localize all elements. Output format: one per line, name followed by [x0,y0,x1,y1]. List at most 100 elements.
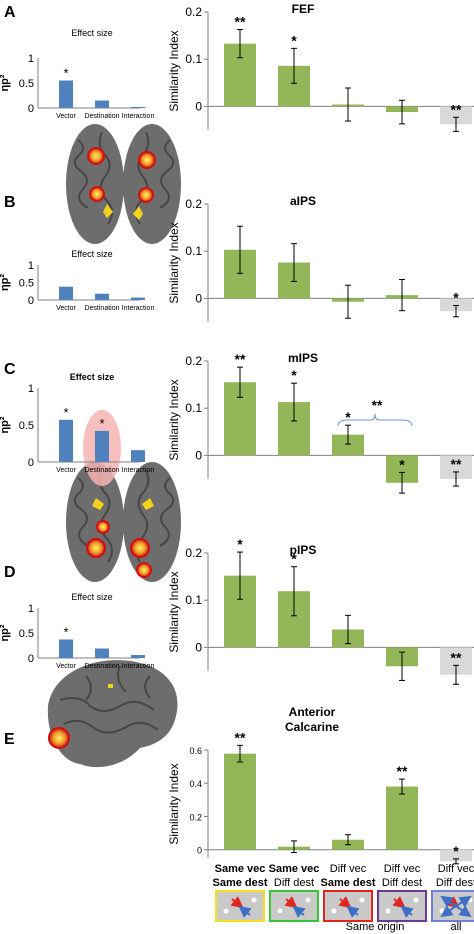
significance-marker: * [453,289,459,305]
comparison-bracket [337,413,413,427]
blue-arrow-icon [440,905,457,918]
y-tick-label: 1 [28,53,34,65]
y-tick-label: 0.6 [189,746,202,756]
bar [59,419,73,462]
y-axis-label: Similarity Index [167,763,181,844]
bar [440,298,472,312]
y-tick-label: 0 [195,448,202,462]
significance-marker: * [291,367,297,383]
chart-panel-e: 0 0.2 0.4 0.6 Similarity Index AnteriorCalcar… [167,705,474,865]
y-tick-label: 0.5 [19,278,34,290]
y-tick-label: 0.1 [185,401,202,415]
chart-title: Calcarine [285,720,339,734]
legend-label-line2: Same dest [212,877,267,889]
effect-size-chart-a: 0 0.5 1 ηp² Effect size * Vector Destination Int… [0,28,154,120]
bar [131,655,145,658]
red-arrow-icon [230,896,244,909]
legend-label-line1: Diff vec [438,863,474,875]
chart-title: mIPS [288,351,318,365]
significance-marker: ** [235,729,246,745]
target-dot-icon [251,897,257,903]
y-axis-label: ηp² [0,274,11,291]
panel-label-b: B [4,194,16,211]
x-tick-label: Destination [84,113,119,120]
target-dot-icon [359,897,365,903]
significance-marker: * [63,625,68,640]
significance-marker: ** [451,649,462,665]
legend-label-line2: Diff dest [274,877,314,889]
y-axis-label: ηp² [0,624,11,641]
y-tick-label: 0 [28,295,34,307]
target-dot-icon [223,908,229,914]
blue-arrow-icon [400,905,414,918]
y-axis-label: Similarity Index [167,571,181,652]
x-tick-label: Destination [84,467,119,474]
target-dot-icon [439,908,445,914]
significance-marker: * [453,843,459,859]
y-tick-label: 0.2 [185,546,202,560]
legend-label-line2: Diff dest [382,877,422,889]
x-tick-label: Vector [56,113,77,120]
x-tick-label: Interaction [122,467,155,474]
legend-label-line1: Diff vec [330,863,367,875]
y-tick-label: 1 [28,383,34,395]
blue-arrow-icon [455,895,472,908]
significance-marker: * [399,456,405,472]
chart-title: Anterior [289,705,336,719]
significance-marker: ** [235,351,246,367]
chart-title: FEF [292,2,315,16]
y-tick-label: 1 [28,603,34,615]
brain-dorsal-icon-2 [66,462,181,582]
significance-marker: ** [397,763,408,779]
panel-label-c: C [4,361,16,378]
legend-label-line1: Same vec [269,863,320,875]
x-tick-label: Interaction [122,113,155,120]
y-tick-label: 0 [195,291,202,305]
legend-label-line2: Diff dest [436,877,474,889]
y-tick-label: 0.4 [189,779,202,789]
red-arrow-icon [392,896,406,909]
effect-size-title: Effect size [71,249,112,259]
bar [95,100,109,108]
bar [95,293,109,300]
panel-label-a: A [4,4,16,21]
blue-arrow-icon [346,905,360,918]
condition-legend-1: Same vec Same dest [212,863,268,922]
significance-marker: * [291,551,297,567]
y-tick-label: 0.2 [189,812,202,822]
blue-arrow-icon [455,905,472,918]
significance-marker: * [237,536,243,552]
bar [95,430,109,462]
y-tick-label: 0.2 [185,197,202,211]
chart-title: aIPS [290,194,316,208]
y-tick-label: 0.5 [19,420,34,432]
significance-marker: * [291,32,297,48]
significance-marker: * [63,66,68,81]
y-tick-label: 0 [197,846,202,856]
brain-dorsal-icon-1 [66,124,181,244]
y-tick-label: 0.5 [19,628,34,640]
effect-size-chart-b: 0 0.5 1 ηp² Effect size Vector Destination Inte… [0,249,154,312]
y-tick-label: 0.1 [185,52,202,66]
red-arrow-icon [338,896,352,909]
red-arrow-icon [284,896,298,909]
condition-legend-5: Diff vec Diff dest [431,863,474,922]
condition-legend-2: Same vec Diff dest [269,863,320,922]
significance-marker: ** [451,456,462,472]
legend-label-line1: Same vec [215,863,266,875]
y-tick-label: 0 [28,103,34,115]
x-tick-label: Vector [56,663,77,670]
bar [131,450,145,462]
bar [95,648,109,658]
target-dot-icon [305,897,311,903]
legend-note-same-origin: Same origin [346,921,405,933]
y-tick-label: 0 [195,640,202,654]
effect-size-title: Effect size [70,372,115,382]
bar [440,849,472,862]
condition-legend-3: Diff vec Same dest [320,863,376,922]
panel-label-e: E [4,731,15,748]
significance-marker: * [63,405,68,420]
bar [332,434,364,456]
